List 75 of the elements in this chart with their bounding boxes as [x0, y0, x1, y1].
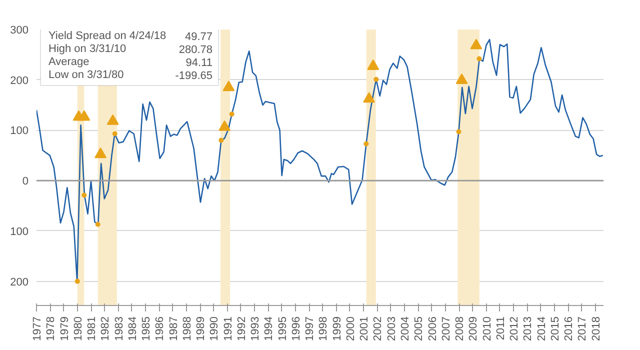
- point: [106, 114, 119, 125]
- x-tick-label: 1987: [168, 316, 180, 341]
- x-tick-label: 1998: [318, 316, 330, 341]
- point: [222, 80, 235, 92]
- point: [363, 92, 376, 103]
- x-tick-label: 2011: [494, 316, 507, 340]
- x-tick-label: 1997: [304, 316, 316, 341]
- point: [218, 120, 231, 131]
- x-tick-label: 1988: [181, 316, 194, 341]
- x-tick-label: 1986: [154, 316, 166, 341]
- x-tick-label: 2000: [344, 316, 357, 341]
- x-tick-label: 2003: [386, 316, 398, 341]
- y-tick-label: 0: [22, 176, 29, 188]
- point: [218, 138, 224, 143]
- x-tick-label: 1991: [222, 316, 234, 341]
- x-tick-label: 2001: [358, 316, 371, 341]
- annotation: -199.65: [175, 70, 213, 82]
- x-tick-label: 1978: [45, 316, 58, 341]
- x-tick-label: 2016: [563, 316, 576, 341]
- x-tick-label: 1993: [250, 316, 262, 341]
- x-tick-label: 1990: [208, 316, 221, 341]
- y-tick-label: 200: [10, 276, 29, 288]
- x-tick-label: 1992: [236, 316, 248, 341]
- x-tick-label: 1982: [100, 316, 112, 341]
- y-tick-label: 200: [10, 74, 29, 87]
- point: [82, 192, 87, 198]
- point: [456, 129, 462, 134]
- point: [367, 59, 380, 70]
- x-tick-label: 2018: [590, 316, 602, 341]
- point: [470, 38, 482, 50]
- x-tick-label: 2010: [481, 316, 494, 341]
- x-tick-label: 2002: [372, 316, 384, 341]
- point: [456, 74, 468, 84]
- point: [94, 148, 107, 158]
- x-tick-label: 2004: [400, 316, 412, 341]
- x-tick-label: 2015: [549, 316, 562, 341]
- annotation: Average: [48, 56, 90, 68]
- annotation: 49.77: [184, 31, 213, 43]
- x-tick-label: 1983: [113, 316, 126, 341]
- y-tick-label: 100: [10, 125, 29, 138]
- annotation: Low on 3/31/80: [48, 69, 124, 81]
- point: [95, 222, 100, 227]
- x-tick-label: 2012: [508, 316, 521, 341]
- point: [112, 131, 118, 136]
- x-tick-label: 1994: [263, 316, 276, 341]
- y-tick-label: 300: [10, 24, 29, 36]
- x-tick-label: 2014: [536, 316, 548, 341]
- point: [364, 141, 369, 146]
- x-tick-label: 1977: [32, 316, 44, 341]
- x-tick-label: 1995: [276, 316, 289, 341]
- x-tick-label: 2006: [426, 316, 439, 341]
- x-tick-label: 2017: [576, 316, 589, 341]
- point: [78, 110, 90, 121]
- x-tick-label: 1981: [86, 316, 98, 341]
- x-tick-label: 2005: [413, 316, 426, 341]
- annotation: High on 3/31/10: [48, 43, 126, 55]
- x-tick-label: 1989: [195, 316, 208, 341]
- x-tick-label: 1979: [58, 316, 71, 341]
- x-tick-label: 1985: [140, 316, 153, 341]
- x-tick-label: 1996: [290, 316, 302, 341]
- x-tick-label: 1980: [72, 316, 84, 341]
- point: [476, 56, 482, 62]
- x-tick-label: 2008: [454, 316, 466, 341]
- x-tick-label: 1999: [331, 316, 344, 341]
- annotation: Yield Spread on 4/24/18: [48, 30, 166, 42]
- annotation: 94.11: [186, 57, 213, 69]
- annotation: 280.78: [178, 44, 213, 56]
- point: [229, 112, 234, 117]
- y-tick-label: 100: [10, 226, 29, 238]
- x-tick-label: 1984: [126, 316, 139, 341]
- x-tick-label: 2013: [522, 316, 534, 341]
- point: [74, 278, 80, 284]
- x-tick-label: 2009: [468, 316, 480, 341]
- x-tick-label: 2007: [440, 316, 452, 341]
- point: [374, 76, 379, 82]
